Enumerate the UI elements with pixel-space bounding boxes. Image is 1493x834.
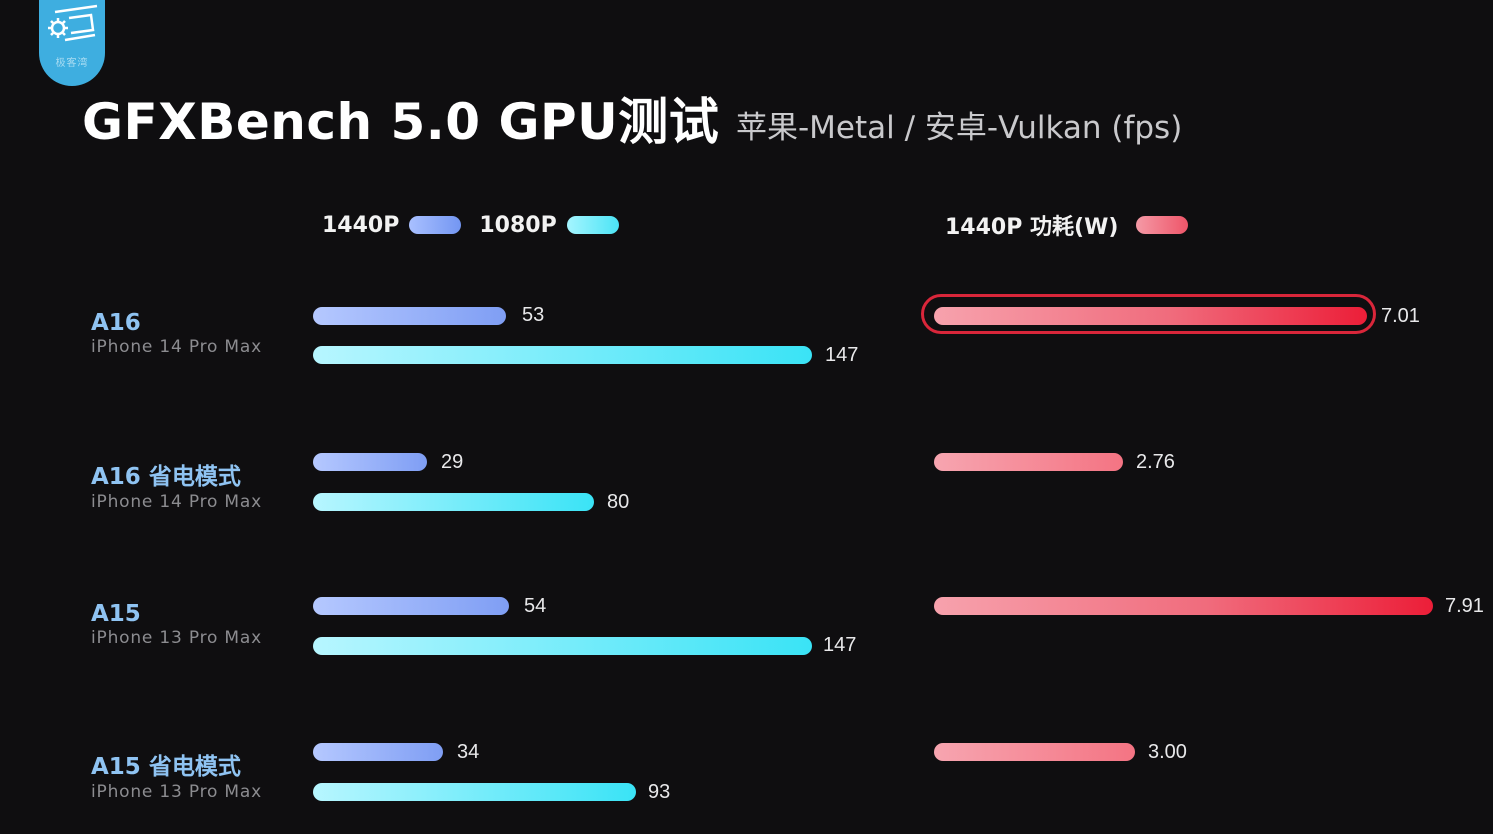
bar-power-a16 bbox=[934, 307, 1367, 325]
row-label-a16: A16 iPhone 14 Pro Max bbox=[91, 310, 262, 357]
row-label-a15-power-saving: A15 省电模式 iPhone 13 Pro Max bbox=[91, 747, 262, 802]
logo-text: 极客湾 bbox=[55, 58, 89, 69]
bar-1080p-a15 bbox=[313, 637, 812, 655]
chip-name: A15 省电模式 bbox=[91, 754, 241, 780]
bar-1440p-a15-power-saving bbox=[313, 743, 443, 761]
fps-legend: 1440P 1080P bbox=[322, 210, 637, 240]
bar-1440p-a15 bbox=[313, 597, 509, 615]
power-legend: 1440P 功耗(W) bbox=[945, 210, 1206, 240]
value-1080p-a16: 147 bbox=[825, 344, 859, 366]
bar-power-a15-power-saving bbox=[934, 743, 1135, 761]
legend-label-power: 1440P 功耗(W) bbox=[945, 215, 1119, 240]
bar-1440p-a16 bbox=[313, 307, 506, 325]
value-1080p-a16-power-saving: 80 bbox=[607, 491, 630, 513]
chart-subtitle: 苹果-Metal / 安卓-Vulkan (fps) bbox=[736, 110, 1183, 146]
device-name: iPhone 13 Pro Max bbox=[91, 628, 262, 648]
legend-swatch-power bbox=[1136, 216, 1189, 234]
value-1440p-a15-power-saving: 34 bbox=[457, 741, 480, 763]
bar-1080p-a16 bbox=[313, 346, 812, 364]
value-1440p-a16-power-saving: 29 bbox=[441, 451, 464, 473]
row-label-a15: A15 iPhone 13 Pro Max bbox=[91, 601, 262, 648]
chip-name: A16 省电模式 bbox=[91, 464, 241, 490]
chip-name: A15 bbox=[91, 601, 141, 627]
legend-label-1440p: 1440P bbox=[322, 212, 400, 238]
chart-title: GFXBench 5.0 GPU测试 bbox=[82, 93, 720, 151]
bar-power-a15 bbox=[934, 597, 1433, 615]
device-name: iPhone 14 Pro Max bbox=[91, 337, 262, 357]
value-1080p-a15: 147 bbox=[823, 634, 857, 656]
legend-label-1080p: 1080P bbox=[479, 212, 557, 238]
highlight-outline-a16-power bbox=[921, 294, 1376, 334]
bar-1440p-a16-power-saving bbox=[313, 453, 427, 471]
chip-name: A16 bbox=[91, 310, 141, 336]
value-1440p-a15: 54 bbox=[524, 595, 547, 617]
value-power-a15: 7.91 bbox=[1445, 595, 1484, 617]
device-name: iPhone 14 Pro Max bbox=[91, 492, 262, 512]
bar-1080p-a16-power-saving bbox=[313, 493, 594, 511]
bar-power-a16-power-saving bbox=[934, 453, 1123, 471]
value-power-a16-power-saving: 2.76 bbox=[1136, 451, 1175, 473]
value-power-a16: 7.01 bbox=[1381, 305, 1420, 327]
logo-badge: 极客湾 bbox=[39, 0, 105, 86]
value-power-a15-power-saving: 3.00 bbox=[1148, 741, 1187, 763]
value-1080p-a15-power-saving: 93 bbox=[648, 781, 671, 803]
gpu-card-gear-icon bbox=[48, 4, 98, 42]
value-1440p-a16: 53 bbox=[522, 304, 545, 326]
legend-swatch-1440p bbox=[409, 216, 462, 234]
legend-swatch-1080p bbox=[566, 216, 619, 234]
bar-1080p-a15-power-saving bbox=[313, 783, 636, 801]
device-name: iPhone 13 Pro Max bbox=[91, 782, 262, 802]
row-label-a16-power-saving: A16 省电模式 iPhone 14 Pro Max bbox=[91, 457, 262, 512]
